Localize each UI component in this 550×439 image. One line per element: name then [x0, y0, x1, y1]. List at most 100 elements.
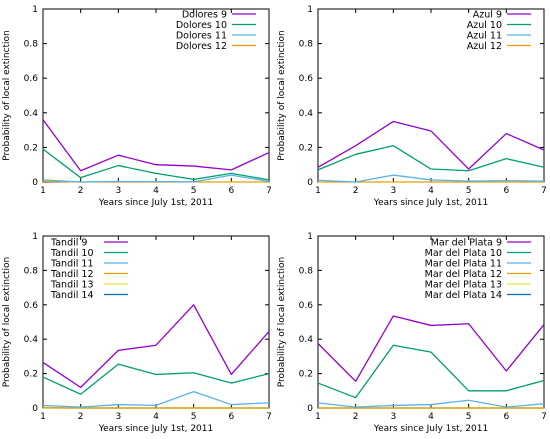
chart-panel-2: 0 0.2 0.4 0.6 0.8 1 1 2 3 4 5 6 7 Years since July 1s… [277, 5, 547, 208]
y-tick-label: 0.4 [24, 109, 39, 119]
legend-label: Tandil 12 [50, 269, 94, 280]
x-axis-label: Years since July 1st, 2011 [373, 424, 488, 434]
x-tick-label: 7 [266, 412, 272, 422]
x-tick-label: 3 [115, 412, 121, 422]
y-tick-label: 0.2 [299, 143, 313, 153]
x-tick-label: 4 [153, 186, 159, 196]
x-tick-label: 2 [353, 186, 359, 196]
y-tick-label: 0.6 [24, 74, 39, 84]
legend-label: Dolores 11 [176, 31, 227, 42]
y-axis-label: Probability of local extinction [277, 257, 287, 387]
x-tick-label: 1 [315, 186, 321, 196]
y-tick-label: 1 [307, 232, 313, 242]
y-tick-label: 0.6 [299, 74, 314, 84]
legend-label: Azul 9 [473, 10, 502, 21]
x-tick-label: 6 [228, 412, 234, 422]
y-tick-label: 0.8 [24, 266, 39, 276]
y-tick-label: 0.6 [24, 301, 39, 311]
x-tick-label: 6 [228, 186, 234, 196]
series-line-dolores-9 [42, 119, 270, 172]
chart-panel-3: 0 0.2 0.4 0.6 0.8 1 1 2 3 4 5 6 7 Years since July 1s… [2, 232, 272, 434]
series-line-dolores-10 [42, 148, 270, 181]
legend-label: Tandil 9 [50, 238, 87, 249]
x-tick-label: 4 [153, 412, 159, 422]
x-tick-label: 7 [541, 412, 547, 422]
legend-label: Tandil 11 [50, 259, 94, 270]
x-tick-label: 5 [466, 412, 472, 422]
legend-label: Dolores 12 [176, 41, 227, 52]
x-tick-label: 3 [390, 412, 396, 422]
y-tick-label: 0.4 [299, 109, 314, 119]
legend-label: Dolores 9 [182, 10, 227, 21]
y-axis-label: Probability of local extinction [277, 30, 287, 160]
legend-label: Azul 11 [467, 31, 502, 42]
x-tick-label: 3 [115, 186, 121, 196]
legend-label: Mar del Plata 10 [425, 248, 502, 259]
legend-label: Azul 12 [467, 41, 502, 52]
x-tick-label: 3 [390, 186, 396, 196]
series-line-mar-del-plata-9 [317, 315, 545, 382]
legend-label: Tandil 10 [50, 248, 94, 259]
legend-label: Mar del Plata 14 [425, 290, 502, 301]
legend-label: Mar del Plata 9 [431, 238, 502, 249]
series-line-dolores-11 [42, 174, 270, 183]
x-tick-label: 2 [353, 412, 359, 422]
x-tick-label: 7 [266, 186, 272, 196]
series-line-mar-del-plata-11 [317, 399, 545, 408]
x-tick-label: 1 [40, 412, 46, 422]
y-tick-label: 0.2 [24, 143, 38, 153]
y-tick-label: 0.6 [299, 301, 314, 311]
series-line-tandil-11 [42, 391, 270, 408]
series-line-azul-9 [317, 120, 545, 170]
y-tick-label: 0.8 [299, 266, 314, 276]
x-tick-label: 4 [428, 186, 434, 196]
x-tick-label: 1 [40, 186, 46, 196]
legend-label: Dolores 10 [176, 20, 227, 31]
y-tick-label: 1 [307, 5, 313, 15]
x-tick-label: 1 [315, 412, 321, 422]
y-tick-label: 0.2 [299, 370, 313, 380]
y-tick-label: 0.8 [299, 40, 314, 50]
x-tick-label: 5 [466, 186, 472, 196]
y-axis-label: Probability of local extinction [2, 257, 12, 387]
series-line-tandil-9 [42, 304, 270, 389]
x-tick-label: 5 [191, 186, 197, 196]
x-axis-label: Years since July 1st, 2011 [98, 198, 213, 208]
x-tick-label: 5 [191, 412, 197, 422]
series-line-azul-11 [317, 174, 545, 183]
y-tick-label: 0.2 [24, 370, 38, 380]
series-group [42, 119, 270, 183]
chart-panel-1: 0 0.2 0.4 0.6 0.8 1 1 2 3 4 5 6 7 Years since July 1s… [2, 5, 272, 208]
chart-panel-4: 0 0.2 0.4 0.6 0.8 1 1 2 3 4 5 6 7 Years since July 1s… [277, 232, 547, 434]
y-tick-label: 0.8 [24, 40, 39, 50]
x-axis-label: Years since July 1st, 2011 [98, 424, 213, 434]
y-tick-label: 0 [32, 404, 38, 414]
x-axis-label: Years since July 1st, 2011 [373, 198, 488, 208]
legend-label: Azul 10 [467, 20, 502, 31]
y-tick-label: 1 [32, 5, 38, 15]
legend-label: Tandil 14 [50, 290, 94, 301]
x-tick-label: 2 [78, 186, 84, 196]
y-tick-label: 1 [32, 232, 38, 242]
y-tick-label: 0.4 [24, 335, 39, 345]
legend-label: Mar del Plata 11 [425, 259, 502, 270]
series-group [317, 315, 545, 409]
x-tick-label: 4 [428, 412, 434, 422]
x-tick-label: 6 [503, 412, 509, 422]
y-tick-label: 0 [307, 178, 313, 188]
legend-label: Mar del Plata 12 [425, 269, 502, 280]
x-tick-label: 6 [503, 186, 509, 196]
y-tick-label: 0 [32, 178, 38, 188]
legend-label: Mar del Plata 13 [425, 280, 502, 291]
x-tick-label: 2 [78, 412, 84, 422]
y-axis-label: Probability of local extinction [2, 30, 12, 160]
series-line-azul-10 [317, 145, 545, 172]
series-line-mar-del-plata-10 [317, 344, 545, 399]
series-group [42, 304, 270, 409]
series-group [317, 120, 545, 183]
